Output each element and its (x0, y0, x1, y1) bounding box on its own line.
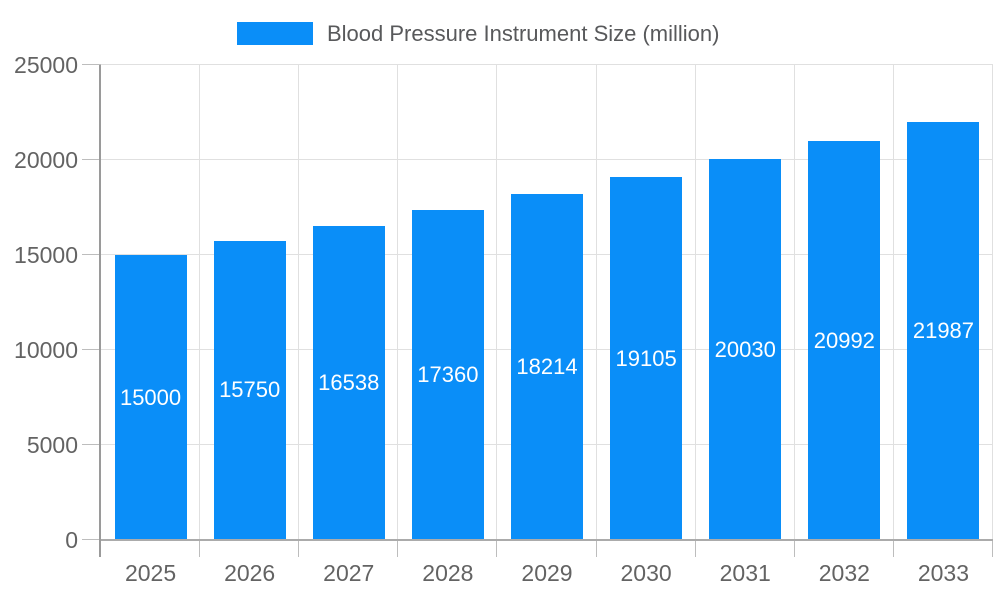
x-axis-label: 2027 (323, 560, 375, 586)
x-axis-label: 2032 (818, 560, 870, 586)
x-tick (496, 540, 498, 557)
x-axis-label: 2031 (719, 560, 771, 586)
v-gridline (298, 65, 300, 540)
v-gridline (892, 65, 894, 540)
v-gridline (199, 65, 201, 540)
y-axis-label: 15000 (14, 242, 78, 268)
x-axis-label: 2030 (620, 560, 672, 586)
y-tick (82, 349, 101, 350)
y-axis-label: 20000 (14, 147, 78, 173)
bar (709, 159, 782, 540)
bar-value-label: 16538 (318, 369, 380, 395)
bar (808, 141, 881, 540)
x-axis-label: 2029 (521, 560, 573, 586)
bar-value-label: 20992 (813, 327, 875, 353)
x-tick (397, 540, 399, 557)
v-gridline (793, 65, 795, 540)
y-tick (82, 159, 101, 160)
x-tick (595, 540, 597, 557)
bar-value-label: 15750 (219, 377, 281, 403)
x-axis-label: 2026 (224, 560, 276, 586)
bar (610, 177, 683, 540)
x-tick (199, 540, 201, 557)
y-axis-label: 10000 (14, 337, 78, 363)
bar-value-label: 20030 (714, 336, 776, 362)
h-gridline (101, 159, 993, 160)
bar (213, 240, 286, 540)
bar (114, 255, 187, 540)
v-gridline (595, 65, 597, 540)
x-axis-label: 2033 (917, 560, 970, 586)
y-tick (82, 444, 101, 445)
v-gridline (397, 65, 399, 540)
bar (511, 193, 583, 540)
v-gridline (992, 65, 993, 540)
x-tick (298, 540, 300, 557)
legend: Blood Pressure Instrument Size (million) (237, 21, 719, 46)
bar-value-label: 17360 (417, 362, 479, 388)
y-axis-label: 0 (65, 527, 78, 553)
x-tick (694, 540, 696, 557)
x-axis-line (101, 539, 993, 541)
x-tick (892, 540, 894, 557)
bar-value-label: 19105 (615, 345, 677, 371)
v-gridline (694, 65, 696, 540)
bar-value-label: 21987 (912, 318, 975, 344)
bar (312, 225, 385, 540)
y-axis-label: 25000 (14, 52, 78, 78)
y-tick (82, 254, 101, 255)
h-gridline (101, 64, 993, 65)
y-axis-line (99, 65, 101, 557)
x-axis-label: 2025 (124, 560, 177, 586)
x-tick (793, 540, 795, 557)
x-tick (992, 540, 993, 557)
y-axis-label: 5000 (26, 432, 78, 458)
y-tick (82, 64, 101, 65)
x-axis-label: 2028 (422, 560, 474, 586)
v-gridline (496, 65, 498, 540)
bar (907, 122, 980, 540)
y-tick (82, 539, 101, 540)
bar-value-label: 18214 (516, 353, 578, 379)
bar-value-label: 15000 (119, 384, 182, 410)
legend-swatch (237, 22, 313, 45)
legend-label: Blood Pressure Instrument Size (million) (327, 20, 720, 46)
bar (411, 210, 484, 540)
